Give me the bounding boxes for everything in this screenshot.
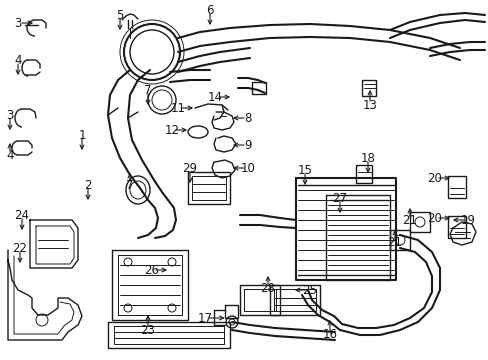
Text: 18: 18: [360, 152, 375, 165]
Text: 1: 1: [78, 129, 85, 141]
Text: 13: 13: [362, 99, 377, 112]
Text: 21: 21: [402, 213, 417, 226]
Text: 12: 12: [164, 123, 179, 136]
Bar: [447, 216, 465, 238]
Bar: [251, 82, 265, 94]
Text: 3: 3: [6, 108, 14, 122]
Text: 16: 16: [322, 328, 337, 342]
Text: 15: 15: [297, 163, 312, 176]
Text: 14: 14: [207, 90, 222, 104]
Bar: [187, 172, 229, 204]
Text: 20: 20: [427, 171, 442, 185]
Text: 8: 8: [244, 112, 251, 125]
Text: 7: 7: [126, 179, 134, 192]
Text: 29: 29: [182, 162, 197, 175]
Bar: [447, 176, 465, 198]
Text: 6: 6: [206, 4, 213, 17]
Text: 26: 26: [144, 264, 159, 276]
Text: 27: 27: [332, 192, 347, 204]
Text: 19: 19: [460, 213, 474, 226]
Text: 4: 4: [6, 149, 14, 162]
Text: 4: 4: [14, 54, 21, 67]
Bar: [355, 165, 371, 183]
Text: 17: 17: [197, 311, 212, 324]
Text: 25: 25: [302, 284, 317, 297]
Text: 2: 2: [84, 179, 92, 192]
Text: 7: 7: [144, 84, 151, 96]
Text: 3: 3: [14, 17, 21, 30]
Text: 28: 28: [260, 282, 275, 294]
Bar: [389, 230, 409, 250]
Bar: [192, 176, 225, 200]
Text: 20: 20: [427, 212, 442, 225]
Text: 5: 5: [116, 9, 123, 22]
Text: 10: 10: [240, 162, 255, 175]
Text: 21: 21: [386, 235, 402, 248]
Text: 23: 23: [140, 324, 155, 337]
Bar: [361, 80, 375, 96]
Text: 9: 9: [244, 139, 251, 152]
Text: 22: 22: [13, 242, 27, 255]
Text: 11: 11: [170, 102, 185, 114]
Bar: [409, 212, 429, 232]
Text: 24: 24: [15, 208, 29, 221]
